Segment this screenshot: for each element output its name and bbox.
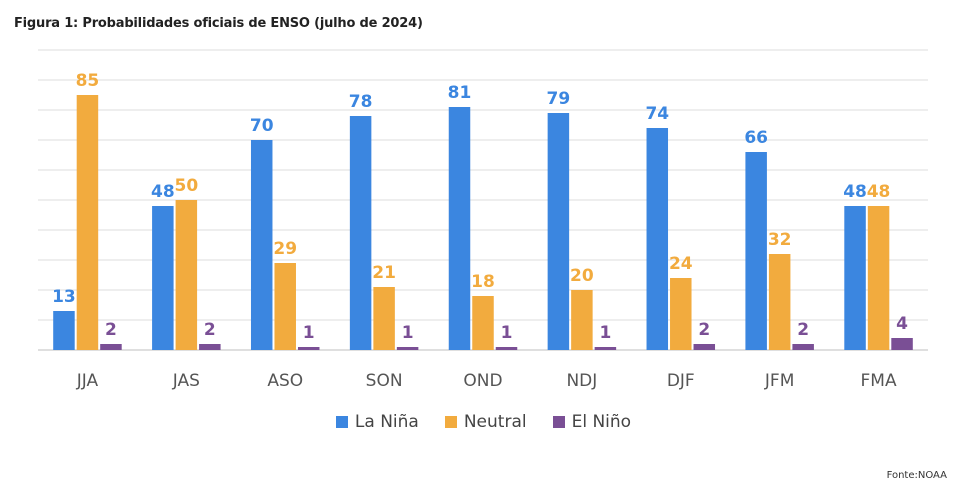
bar-la-nina — [53, 311, 75, 350]
data-label-la-nina: 81 — [448, 83, 472, 103]
data-label-la-nina: 48 — [151, 182, 175, 202]
source-note: Fonte:NOAA — [886, 470, 947, 481]
bar-la-nina — [448, 107, 471, 350]
bar-neutral — [768, 254, 791, 350]
data-label-el-nino: 4 — [896, 314, 908, 334]
data-label-neutral: 32 — [768, 230, 792, 250]
data-label-la-nina: 79 — [547, 89, 571, 109]
legend-swatch-el-nino — [552, 416, 565, 428]
data-label-neutral: 20 — [570, 266, 594, 286]
bar-el-nino — [100, 344, 122, 350]
legend-swatch-la-nina — [335, 416, 348, 428]
legend-item-la-nina: La Niña — [335, 412, 419, 432]
data-label-el-nino: 1 — [402, 323, 414, 343]
data-label-el-nino: 1 — [599, 323, 611, 343]
bar-la-nina — [349, 116, 372, 350]
data-label-el-nino: 2 — [797, 320, 809, 340]
x-tick-label: SON — [366, 371, 403, 391]
bar-neutral — [274, 263, 296, 350]
data-label-la-nina: 74 — [645, 104, 669, 124]
bar-el-nino — [792, 344, 814, 350]
legend-swatch-neutral — [444, 416, 457, 428]
legend-item-neutral: Neutral — [444, 412, 527, 432]
x-tick-label: OND — [463, 371, 502, 391]
data-label-el-nino: 2 — [204, 320, 216, 340]
figure-title: Figura 1: Probabilidades oficiais de ENS… — [14, 16, 423, 31]
data-label-neutral: 18 — [471, 272, 495, 292]
bar-el-nino — [495, 347, 518, 350]
bar-neutral — [571, 290, 593, 350]
x-tick-label: JFM — [764, 371, 794, 391]
legend-label-la-nina: La Niña — [354, 412, 419, 432]
bar-el-nino — [891, 338, 913, 350]
x-tick-label: NDJ — [566, 371, 597, 391]
data-label-el-nino: 2 — [698, 320, 710, 340]
bar-neutral — [867, 206, 890, 350]
bar-el-nino — [396, 347, 419, 350]
x-tick-label: ASO — [267, 371, 303, 391]
bar-la-nina — [646, 128, 669, 350]
data-label-la-nina: 70 — [250, 116, 274, 136]
legend-label-el-nino: El Niño — [571, 412, 632, 432]
chart-legend: La Niña Neutral El Niño — [0, 412, 967, 432]
data-label-neutral: 85 — [76, 71, 100, 91]
data-label-la-nina: 78 — [349, 92, 373, 112]
bar-la-nina — [152, 206, 174, 350]
data-label-neutral: 29 — [273, 239, 297, 259]
bar-neutral — [670, 278, 692, 350]
data-label-neutral: 48 — [867, 182, 891, 202]
legend-item-el-nino: El Niño — [552, 412, 632, 432]
bar-neutral — [472, 296, 494, 350]
x-tick-label: DJF — [667, 371, 695, 391]
data-label-neutral: 24 — [669, 254, 693, 274]
bar-la-nina — [745, 152, 767, 350]
data-label-el-nino: 1 — [303, 323, 315, 343]
bar-neutral — [373, 287, 395, 350]
data-label-la-nina: 13 — [52, 287, 76, 307]
data-label-el-nino: 1 — [501, 323, 513, 343]
bar-el-nino — [297, 347, 320, 350]
data-label-neutral: 21 — [372, 263, 396, 283]
bar-el-nino — [594, 347, 617, 350]
x-tick-label: FMA — [861, 371, 897, 391]
legend-label-neutral: Neutral — [463, 412, 527, 432]
data-label-la-nina: 48 — [843, 182, 867, 202]
bar-la-nina — [844, 206, 866, 350]
data-label-el-nino: 2 — [105, 320, 117, 340]
x-tick-label: JAS — [172, 371, 200, 391]
bar-la-nina — [547, 113, 570, 350]
data-label-neutral: 50 — [174, 176, 198, 196]
x-tick-label: JJA — [76, 371, 99, 391]
bar-neutral — [175, 200, 198, 350]
bar-neutral — [76, 95, 99, 350]
data-label-la-nina: 66 — [744, 128, 768, 148]
bar-el-nino — [693, 344, 716, 350]
bar-la-nina — [250, 140, 273, 350]
bar-el-nino — [199, 344, 221, 350]
